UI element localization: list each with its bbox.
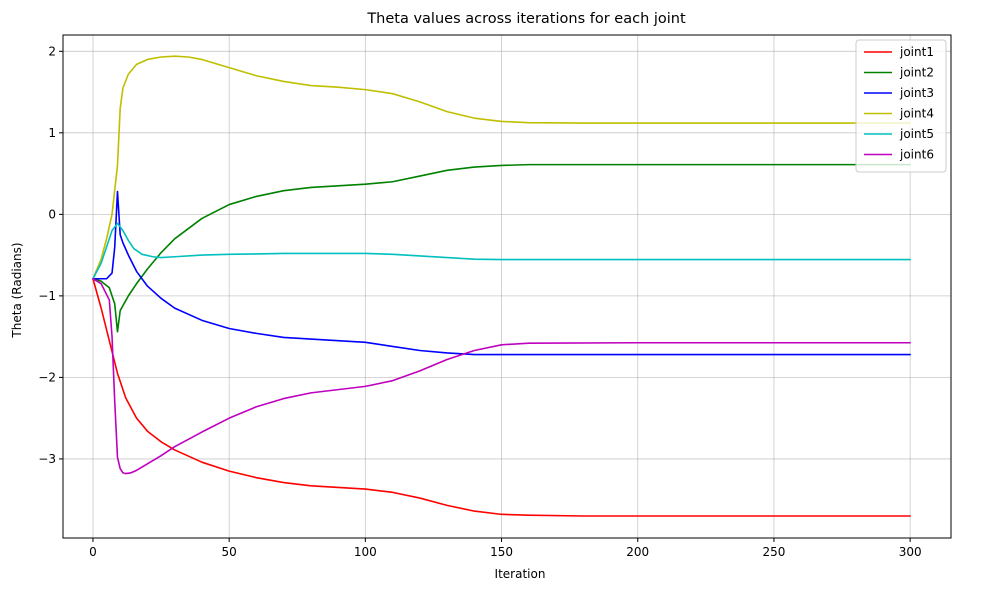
series-line-joint3 (92, 190, 911, 356)
y-tick-label: 0 (48, 207, 56, 221)
legend-label-joint6: joint6 (899, 148, 934, 162)
series-line-joint4 (92, 55, 911, 280)
series-line-joint5 (92, 222, 911, 280)
x-tick-label: 300 (899, 545, 922, 559)
x-tick-label: 200 (626, 545, 649, 559)
chart-title: Theta values across iterations for each … (366, 11, 686, 27)
legend-label-joint3: joint3 (899, 86, 934, 100)
x-tick-label: 100 (354, 545, 377, 559)
legend-label-joint5: joint5 (899, 127, 934, 141)
y-axis-label: Theta (Radians) (10, 242, 24, 338)
series-line-joint1 (92, 277, 911, 517)
y-tick-label: −1 (38, 289, 56, 303)
axis-ticks: 0 50 100 150 200 250 300 −3 −2 −1 0 1 2 (38, 44, 921, 559)
y-tick-label: −3 (38, 452, 56, 466)
x-tick-label: 150 (490, 545, 513, 559)
x-tick-label: 250 (762, 545, 785, 559)
legend-label-joint1: joint1 (899, 45, 934, 59)
legend-label-joint2: joint2 (899, 66, 934, 80)
grid (63, 35, 951, 538)
plot-area-frame (62, 34, 952, 539)
y-tick-label: −2 (38, 370, 56, 384)
series-line-joint6 (92, 277, 911, 475)
y-tick-label: 2 (48, 44, 56, 58)
y-tick-label: 1 (48, 126, 56, 140)
x-axis-label: Iteration (495, 567, 546, 581)
legend-label-joint4: joint4 (899, 107, 934, 121)
series-line-joint2 (92, 163, 911, 333)
x-tick-label: 50 (222, 545, 237, 559)
series-lines (92, 55, 911, 517)
legend: joint1 joint2 joint3 joint4 joint5 joint6 (855, 39, 947, 173)
x-tick-label: 0 (89, 545, 97, 559)
